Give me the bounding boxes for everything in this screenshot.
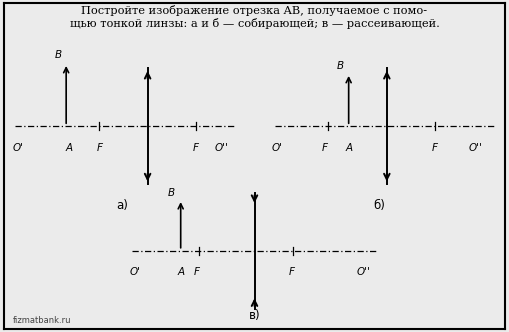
Text: F: F — [193, 143, 199, 153]
Text: B: B — [336, 61, 344, 71]
Text: F: F — [432, 143, 438, 153]
Text: F: F — [194, 267, 200, 277]
Text: O': O' — [129, 267, 140, 277]
Text: а): а) — [116, 199, 128, 212]
Text: в): в) — [249, 309, 260, 322]
Text: F: F — [322, 143, 328, 153]
Text: A: A — [345, 143, 352, 153]
Text: B: B — [168, 188, 175, 198]
Text: B: B — [55, 50, 62, 60]
Text: A: A — [177, 267, 184, 277]
Text: O'': O'' — [469, 143, 483, 153]
Text: б): б) — [373, 199, 385, 212]
Text: Постройте изображение отрезка AB, получаемое с помо-: Постройте изображение отрезка AB, получа… — [81, 5, 428, 16]
Text: O'': O'' — [357, 267, 371, 277]
Text: F: F — [96, 143, 102, 153]
Text: F: F — [289, 267, 295, 277]
Text: O': O' — [12, 143, 23, 153]
Text: O': O' — [272, 143, 283, 153]
Text: fizmatbank.ru: fizmatbank.ru — [13, 316, 71, 325]
Text: O'': O'' — [214, 143, 229, 153]
Text: A: A — [65, 143, 72, 153]
Text: щью тонкой линзы: а и б — собирающей; в — рассеивающей.: щью тонкой линзы: а и б — собирающей; в … — [70, 18, 439, 29]
